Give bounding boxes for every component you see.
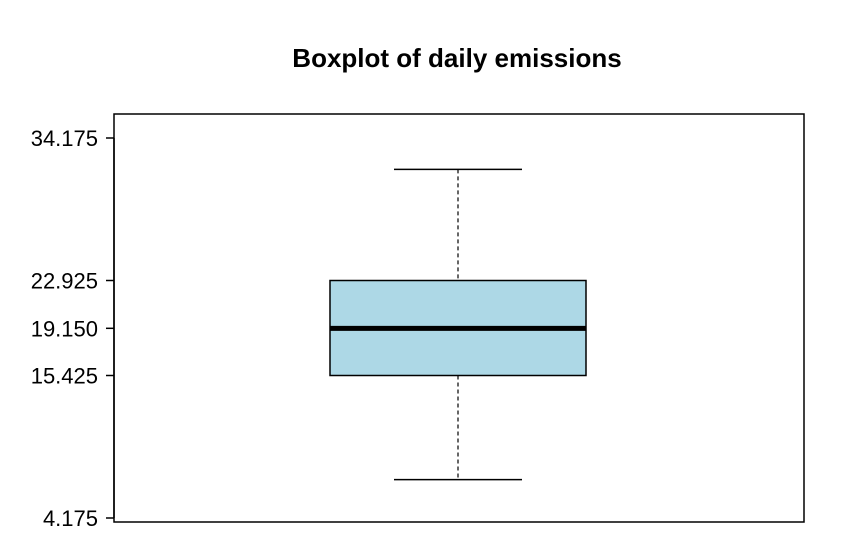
y-tick-label: 15.425: [31, 364, 98, 389]
boxplot-layer: [329, 168, 587, 481]
y-tick-label: 4.175: [43, 506, 98, 531]
y-tick-label: 19.150: [31, 316, 98, 341]
y-tick-label: 22.925: [31, 269, 98, 294]
chart-title: Boxplot of daily emissions: [292, 43, 621, 73]
y-axis: 34.175 22.925 19.150 15.425 4.175: [31, 126, 115, 531]
y-tick-label: 34.175: [31, 126, 98, 151]
